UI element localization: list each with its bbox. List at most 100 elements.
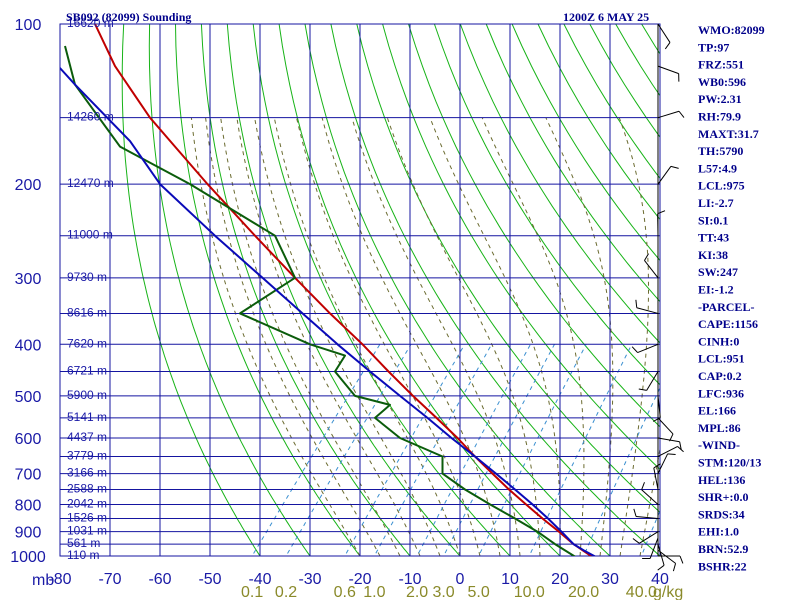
- wind-barb: [657, 166, 672, 185]
- height-label: 16620 m: [67, 16, 114, 30]
- index-label: TT:43: [698, 231, 729, 245]
- wind-barb-flag: [635, 299, 638, 308]
- wind-barb: [657, 549, 676, 564]
- wind-barb-flag: [678, 110, 685, 118]
- wind-barb: [637, 343, 659, 354]
- mixing-ratio-tick-label: 0.2: [275, 584, 297, 600]
- index-label: SHR+:0.0: [698, 490, 749, 504]
- pressure-tick-label: 800: [15, 497, 42, 514]
- wind-barb: [657, 446, 678, 457]
- wind-barb-flag: [679, 441, 682, 450]
- mixing-ratio-tick-label: 3.0: [432, 584, 454, 600]
- height-label: 2588 m: [67, 482, 107, 496]
- sounding-traces: [60, 24, 597, 556]
- plot-frame: [59, 23, 661, 557]
- wind-barb: [649, 537, 659, 559]
- dewpoint-trace: [64, 45, 577, 556]
- height-label: 561 m: [67, 536, 100, 550]
- index-label: WB0:596: [698, 75, 746, 89]
- wind-barb-flag: [657, 210, 666, 215]
- mixing-ratio-line: [528, 344, 633, 556]
- index-label: TH:5790: [698, 144, 743, 158]
- dry-adiabat: [148, 24, 311, 556]
- index-label: CINH:0: [698, 334, 739, 348]
- index-label: LCL:951: [698, 352, 745, 366]
- mixing-ratio-line: [285, 344, 412, 556]
- dry-adiabat: [252, 24, 511, 556]
- wind-barb: [641, 489, 659, 505]
- moist-adiabat: [190, 117, 361, 556]
- temperature-tick-label: 20: [551, 571, 569, 588]
- mixing-ratio-line: [583, 386, 660, 556]
- pressure-tick-label: 500: [15, 389, 42, 406]
- wind-barb: [657, 395, 661, 418]
- pressure-tick-label: 900: [15, 525, 42, 542]
- mixing-ratio-tick-labels: 0.1 0.2 0.6 1.0 2.0 3.0 5.0 10.0 20.0 40.0: [241, 584, 657, 600]
- pressure-tick-label: 300: [15, 271, 42, 288]
- temperature-tick-labels: -80 -70 -60 -50 -40 -30 -20 -10 0 10 20 30 40: [48, 571, 669, 588]
- index-label: LI:-2.7: [698, 196, 734, 210]
- moist-adiabat: [236, 117, 421, 556]
- index-label: TP:97: [698, 40, 729, 54]
- height-label: 4437 m: [67, 430, 107, 444]
- mixing-ratio-line: [344, 344, 466, 556]
- index-label: SW:247: [698, 265, 738, 279]
- dry-adiabat: [175, 24, 361, 556]
- height-labels: 16620 m 14260 m 12470 m 11000 m 9730 m 8616 m…: [67, 16, 114, 562]
- height-label: 5900 m: [67, 388, 107, 402]
- mixing-ratio-tick-label: 5.0: [467, 584, 489, 600]
- mixing-ratio-line: [251, 344, 381, 556]
- moist-adiabat: [545, 117, 614, 556]
- index-label: WMO:82099: [698, 23, 765, 37]
- mixing-ratio-line: [640, 509, 660, 556]
- wind-barb: [657, 23, 671, 43]
- temperature-tick-label: -80: [48, 571, 71, 588]
- mixing-ratio-line: [373, 344, 493, 556]
- dry-adiabat: [304, 24, 611, 556]
- station-title: SB092 (82099) Sounding: [66, 10, 191, 24]
- height-label: 110 m: [67, 548, 99, 562]
- wind-barb-flag: [644, 253, 649, 261]
- mixing-unit-label: g/kg: [653, 584, 683, 600]
- moist-adiabat: [481, 117, 585, 556]
- dry-adiabat: [511, 24, 660, 262]
- wind-barb: [646, 371, 659, 391]
- mixing-ratio-tick-label: 0.6: [334, 584, 356, 600]
- pressure-tick-labels: 100 200 300 400 500 600 700 800 900 1000: [10, 17, 46, 566]
- wind-barb: [644, 260, 659, 279]
- wind-barb-flag: [631, 346, 638, 353]
- wind-barb: [657, 110, 680, 119]
- index-label: EL:166: [698, 404, 736, 418]
- wind-barb-flag: [669, 433, 674, 442]
- index-label: SRDS:34: [698, 507, 745, 521]
- height-label: 3166 m: [67, 466, 107, 480]
- temperature-tick-label: -20: [348, 571, 371, 588]
- moist-adiabat: [296, 117, 481, 556]
- height-label: 14260 m: [67, 110, 114, 124]
- temperature-tick-label: -10: [398, 571, 421, 588]
- isotherms: [60, 24, 660, 556]
- index-label: CAP:0.2: [698, 369, 742, 383]
- dry-adiabat: [226, 24, 461, 556]
- height-label: 5141 m: [67, 410, 107, 424]
- moist-adiabat: [351, 117, 521, 556]
- temperature-tick-label: 30: [601, 571, 619, 588]
- wind-barb: [653, 467, 659, 490]
- temperature-tick-label: -50: [198, 571, 221, 588]
- pressure-tick-label: 100: [15, 17, 42, 34]
- height-label: 12470 m: [67, 176, 114, 190]
- pressure-tick-label: 200: [15, 177, 42, 194]
- index-label: -PARCEL-: [698, 300, 754, 314]
- wind-barb-flag: [652, 417, 661, 422]
- height-label: 9730 m: [67, 270, 107, 284]
- mixing-ratio-line: [478, 344, 587, 556]
- wind-barb: [657, 417, 674, 435]
- temperature-tick-label: 40: [651, 571, 669, 588]
- wind-barb: [657, 437, 680, 443]
- pressure-tick-label: 400: [15, 337, 42, 354]
- mixing-ratio-line: [416, 344, 531, 556]
- wind-barb: [657, 544, 665, 566]
- mixing-ratio-tick-label: 20.0: [568, 584, 599, 600]
- dry-adiabat: [433, 24, 660, 386]
